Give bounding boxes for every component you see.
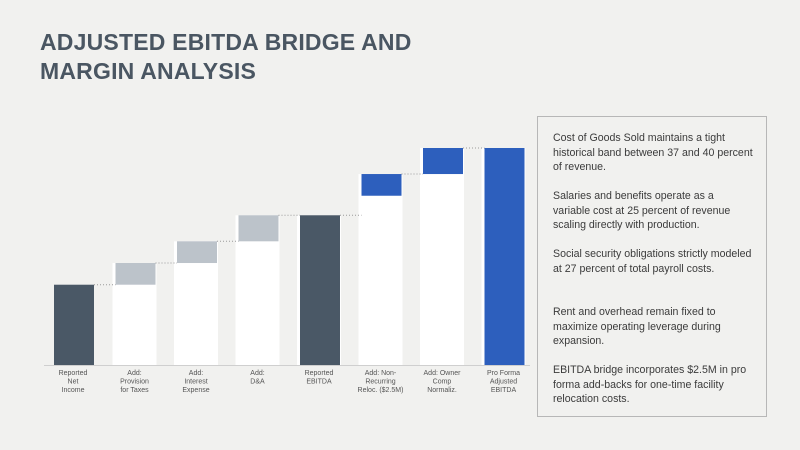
- notes-panel: Cost of Goods Sold maintains a tight his…: [537, 116, 767, 417]
- bar-4: [300, 215, 340, 365]
- bar-7: [484, 148, 525, 365]
- note-rent-overhead: Rent and overhead remain fixed to maximi…: [553, 306, 721, 347]
- category-label-5: Add: Non-Recurring Reloc. ($2.5M): [358, 370, 404, 394]
- category-label-2: Add: Interest Expense: [182, 370, 209, 394]
- category-label-0: Reported Net Income: [59, 370, 88, 394]
- page-title: ADJUSTED EBITDA BRIDGE AND MARGIN ANALYS…: [40, 29, 412, 84]
- category-label-6: Add: Owner Comp Normaliz.: [424, 370, 462, 394]
- bar-5: [361, 174, 402, 196]
- note-cogs: Cost of Goods Sold maintains a tight his…: [553, 132, 753, 173]
- column-background-6: [420, 148, 464, 365]
- note-ebitda-bridge: EBITDA bridge incorporates $2.5M in pro …: [553, 364, 747, 405]
- waterfall-chart: Reported Net Income Add: Provision for Taxes A…: [44, 147, 530, 394]
- column-background-5: [358, 174, 403, 365]
- bar-0: [54, 284, 94, 365]
- chart-svg: Reported Net Income Add: Provision for Taxes A…: [44, 147, 530, 394]
- category-label-4: Reported EBITDA: [305, 370, 334, 386]
- note-social-security: Social security obligations strictly mod…: [553, 248, 752, 275]
- bar-2: [177, 241, 217, 264]
- bar-1: [115, 263, 156, 285]
- bar-6: [423, 148, 463, 175]
- category-label-7: Pro Forma Adjusted EBITDA: [487, 370, 520, 394]
- bar-3: [238, 215, 279, 242]
- note-salaries: Salaries and benefits operate as a varia…: [553, 190, 731, 231]
- category-label-3: Add: D&A: [250, 370, 265, 386]
- category-label-1: Add: Provision for Taxes: [120, 370, 149, 394]
